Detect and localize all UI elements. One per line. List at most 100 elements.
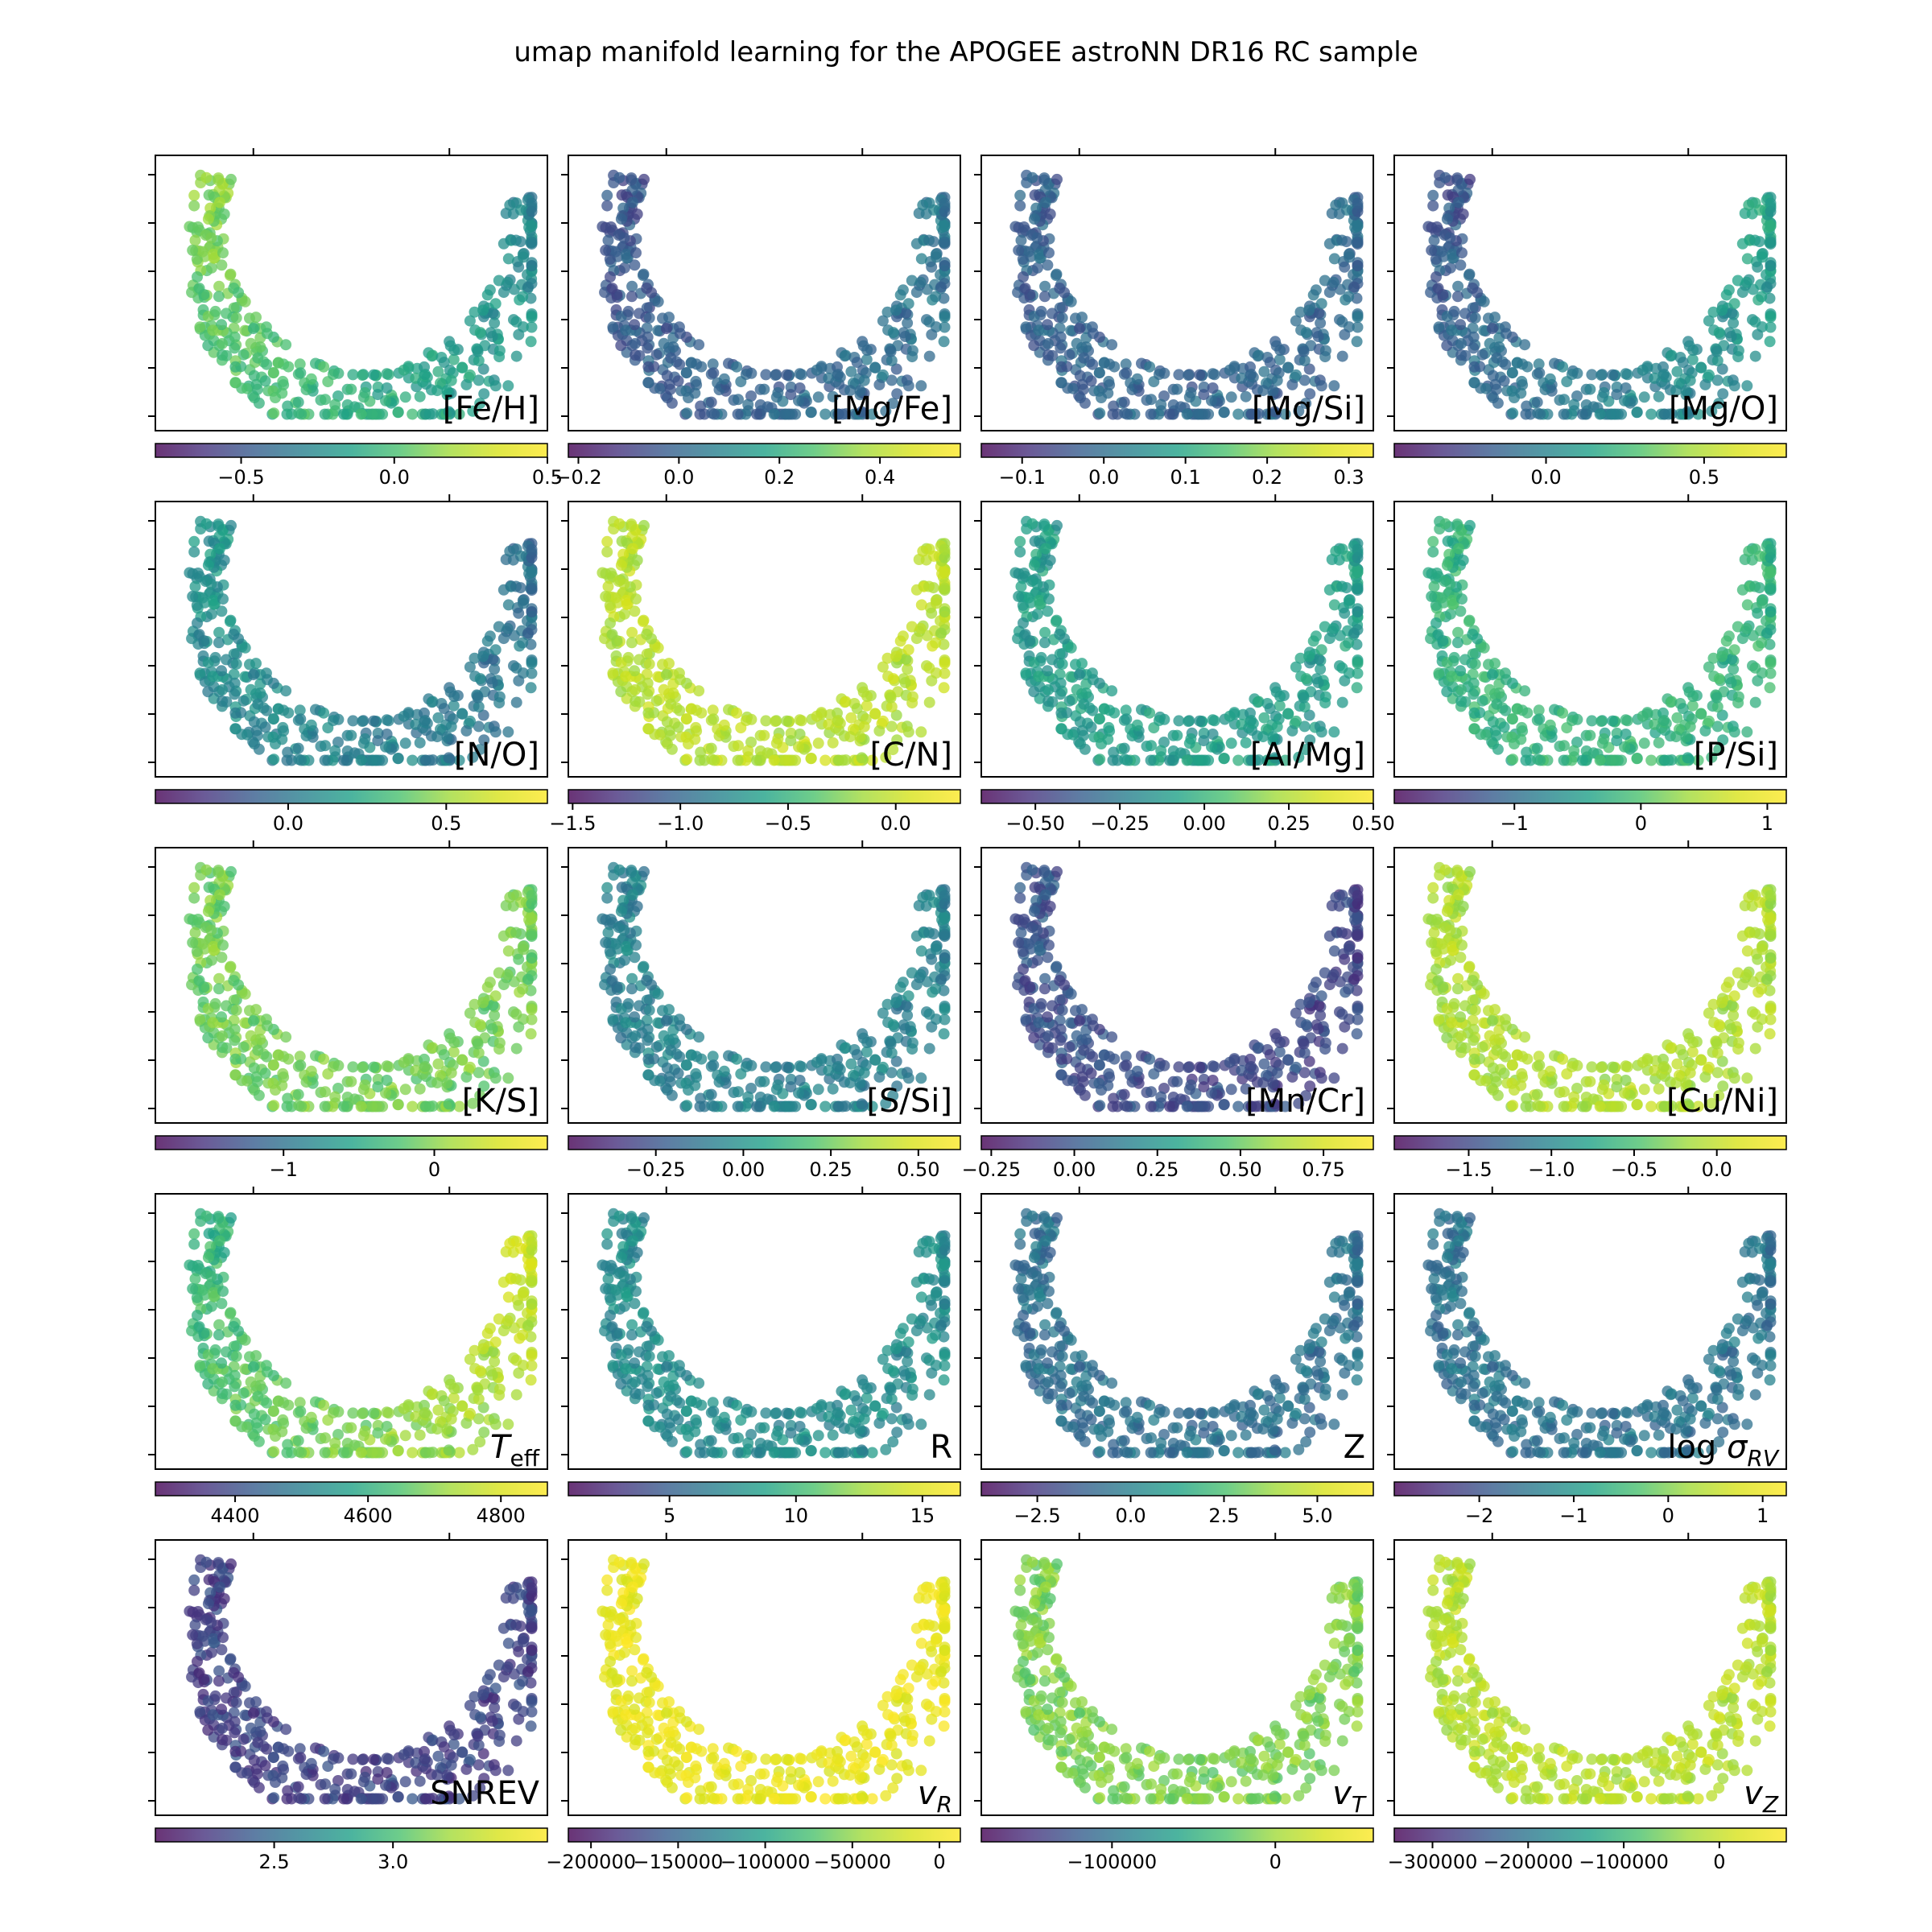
scatter-point: [1761, 627, 1773, 639]
scatter-point: [1736, 287, 1748, 299]
scatter-point: [1145, 408, 1157, 420]
scatter-point: [1703, 315, 1715, 327]
scatter-point: [615, 1032, 627, 1044]
scatter-point: [1028, 340, 1040, 352]
panel-p-si: [P/Si]−1 0 1: [1387, 494, 1787, 835]
scatter-point: [1323, 287, 1335, 299]
colorbar-tick-label: 0.25: [809, 1158, 852, 1181]
scatter-point: [1282, 361, 1294, 374]
scatter-point: [1038, 866, 1051, 878]
scatter-point: [873, 1071, 886, 1083]
scatter-point: [1596, 716, 1608, 727]
scatter-point: [1447, 248, 1459, 260]
scatter-point: [486, 1023, 498, 1034]
scatter-point: [1456, 593, 1468, 605]
scatter-point: [1455, 337, 1467, 349]
scatter-point: [484, 976, 496, 989]
colorbar-tick-label: 0.0: [1088, 466, 1119, 489]
scatter-point: [1352, 582, 1364, 594]
scatter-point: [772, 386, 784, 398]
scatter-point: [638, 614, 650, 626]
scatter-point: [1079, 743, 1091, 755]
colorbar-tick-label: 0.25: [1136, 1158, 1179, 1181]
scatter-point: [618, 578, 630, 590]
scatter-point: [1044, 555, 1056, 566]
scatter-point: [522, 973, 535, 985]
scatter-point: [1765, 236, 1777, 248]
scatter-point: [368, 1061, 380, 1073]
scatter-point: [198, 289, 210, 300]
scatter-point: [192, 964, 203, 975]
scatter-point: [939, 220, 951, 232]
scatter-point: [1051, 173, 1063, 185]
scatter-point: [1732, 275, 1744, 287]
scatter-point: [1507, 753, 1519, 766]
scatter-point: [706, 753, 718, 766]
scatter-point: [1102, 387, 1114, 399]
scatter-point: [642, 1069, 654, 1081]
scatter-point: [1031, 608, 1043, 620]
scatter-point: [217, 247, 229, 259]
scatter-point: [674, 358, 686, 370]
scatter-point: [638, 865, 650, 877]
scatter-point: [513, 607, 525, 619]
scatter-point: [198, 981, 210, 993]
scatter-point: [1181, 1100, 1193, 1113]
scatter-point: [1121, 713, 1133, 725]
scatter-point: [1571, 367, 1583, 379]
scatter-point: [910, 979, 923, 991]
scatter-point: [770, 716, 782, 727]
scatter-point: [1286, 724, 1298, 737]
scatter-point: [526, 236, 538, 248]
scatter-point: [1022, 938, 1034, 950]
scatter-point: [1035, 305, 1047, 317]
scatter-point: [1225, 1084, 1237, 1096]
scatter-point: [1352, 236, 1364, 248]
scatter-point: [1106, 685, 1118, 697]
scatter-point: [1043, 939, 1055, 952]
scatter-point: [650, 349, 663, 361]
scatter-point: [939, 606, 951, 617]
scatter-point: [613, 171, 625, 184]
scatter-point: [902, 380, 914, 392]
scatter-point: [844, 1077, 857, 1089]
scatter-point: [642, 677, 654, 689]
scatter-point: [1444, 232, 1456, 244]
scatter-point: [1144, 361, 1156, 373]
scatter-point: [1031, 232, 1043, 244]
scatter-point: [261, 674, 273, 686]
scatter-point: [1245, 1061, 1257, 1072]
panel-label: [Al/Mg]: [1250, 737, 1365, 774]
scatter-point: [1732, 621, 1744, 633]
scatter-point: [1441, 213, 1453, 225]
scatter-point: [1108, 1092, 1120, 1104]
scatter-point: [1486, 669, 1498, 681]
scatter-point: [1333, 208, 1345, 220]
scatter-point: [1336, 927, 1348, 939]
scatter-point: [282, 746, 294, 758]
scatter-point: [705, 396, 717, 408]
panel-mn-cr: [Mn/Cr]−0.25 0.00 0.25 0.50 0.75: [962, 840, 1374, 1181]
scatter-point: [663, 312, 675, 324]
scatter-point: [1153, 408, 1165, 420]
scatter-point: [1441, 340, 1453, 352]
scatter-point: [1093, 367, 1105, 379]
scatter-point: [923, 1042, 935, 1055]
scatter-point: [861, 353, 873, 365]
scatter-point: [869, 361, 881, 374]
scatter-point: [890, 650, 902, 663]
scatter-point: [489, 298, 502, 310]
scatter-point: [760, 369, 772, 381]
scatter-point: [504, 199, 516, 211]
scatter-point: [1323, 237, 1335, 250]
scatter-point: [1073, 323, 1085, 335]
scatter-point: [1028, 559, 1040, 572]
scatter-point: [733, 1086, 744, 1098]
scatter-point: [525, 682, 537, 694]
scatter-point: [938, 336, 950, 348]
scatter-point: [1684, 720, 1696, 733]
scatter-point: [345, 383, 357, 395]
scatter-point: [923, 350, 935, 362]
scatter-point: [1725, 677, 1737, 688]
scatter-point: [1146, 1086, 1157, 1098]
